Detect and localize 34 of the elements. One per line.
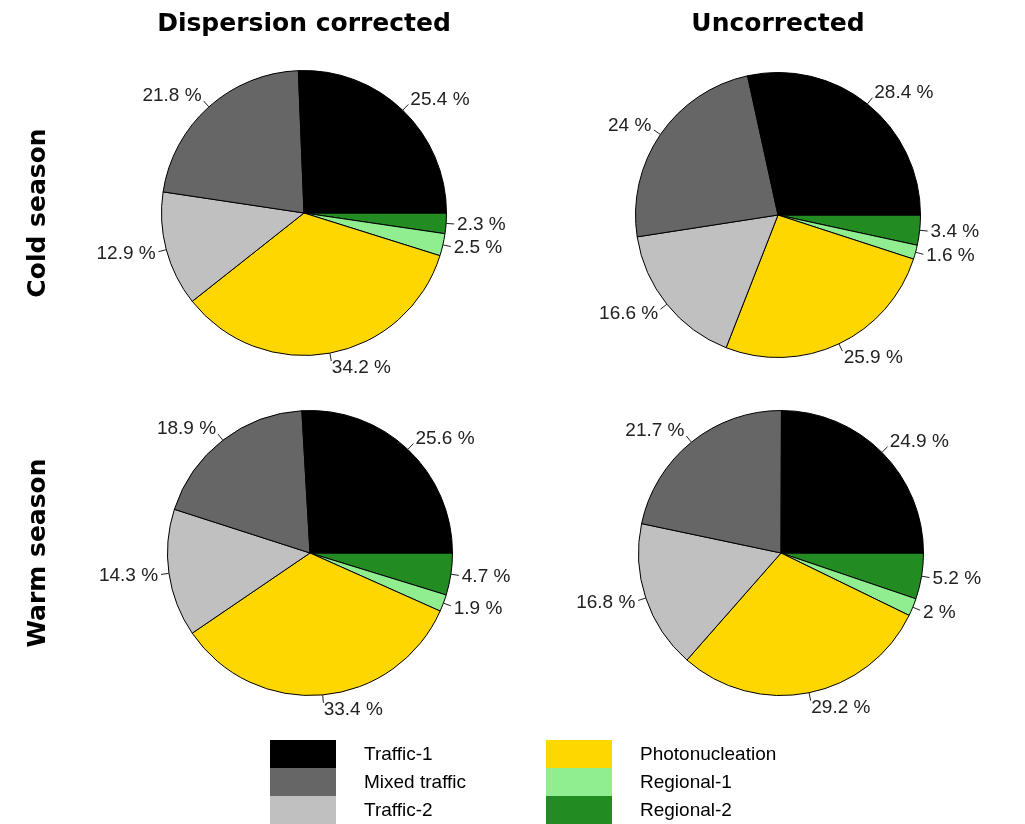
data-label: 2.3 % bbox=[457, 212, 506, 234]
data-label: 25.4 % bbox=[410, 87, 470, 109]
chart-title: Uncorrected bbox=[691, 8, 865, 37]
data-label: 3.4 % bbox=[930, 220, 980, 242]
legend-label: Traffic-1 bbox=[364, 743, 433, 765]
data-label: 21.8 % bbox=[142, 83, 202, 105]
data-label: 24.9 % bbox=[889, 430, 949, 452]
legend-label: Mixed traffic bbox=[364, 771, 467, 793]
data-label: 18.9 % bbox=[156, 416, 217, 438]
text: Warm season bbox=[21, 458, 51, 648]
data-label: 12.9 % bbox=[96, 241, 156, 263]
legend-label: Traffic-2 bbox=[364, 799, 433, 821]
text: Cold season bbox=[21, 128, 51, 298]
data-label: 28.4 % bbox=[874, 80, 934, 102]
data-label: 5.2 % bbox=[932, 566, 982, 588]
data-label: 2 % bbox=[922, 601, 956, 623]
legend-label: Photonucleation bbox=[640, 743, 777, 765]
legend-label: Regional-1 bbox=[640, 771, 732, 793]
data-label: 33.4 % bbox=[323, 698, 383, 720]
data-label: 21.7 % bbox=[625, 418, 685, 440]
data-label: 1.6 % bbox=[926, 244, 975, 266]
data-label: 25.9 % bbox=[843, 345, 903, 367]
data-label: 29.2 % bbox=[811, 695, 871, 717]
data-label: 34.2 % bbox=[331, 356, 392, 378]
data-label: 2.5 % bbox=[453, 236, 503, 258]
data-label: 25.6 % bbox=[415, 426, 475, 448]
data-label: 16.8 % bbox=[576, 590, 636, 612]
data-label: 16.6 % bbox=[599, 301, 659, 323]
chart-title: Dispersion corrected bbox=[157, 8, 451, 37]
data-label: 24 % bbox=[608, 114, 652, 136]
data-label: 4.7 % bbox=[461, 564, 511, 586]
legend-label: Regional-2 bbox=[640, 799, 732, 821]
data-label: 1.9 % bbox=[453, 596, 503, 618]
data-label: 14.3 % bbox=[98, 563, 159, 585]
